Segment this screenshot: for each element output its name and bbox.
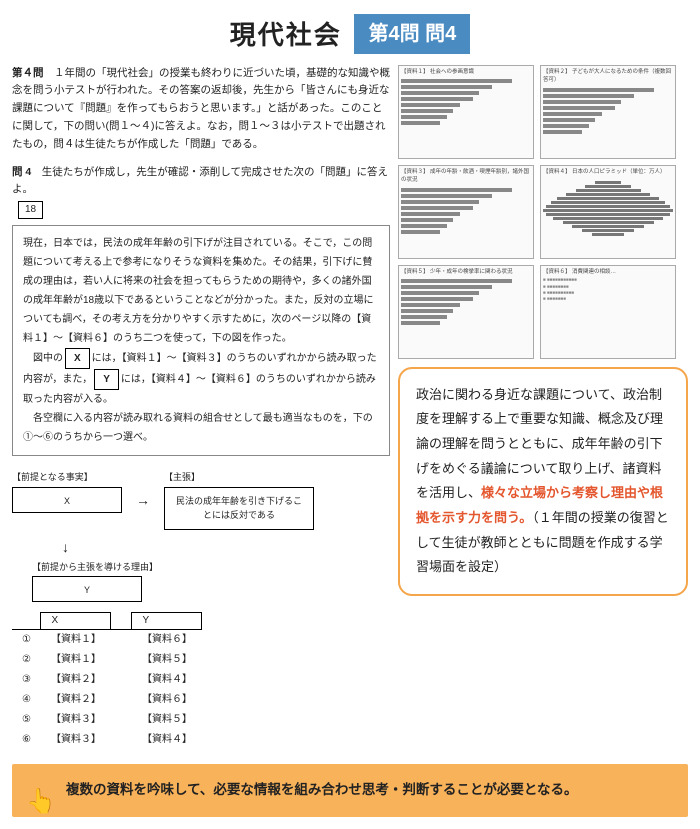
resource-thumbnails: 【資料１】 社会への参画意識【資料２】 子どもが大人になるための条件（複数回答可… [398,65,688,359]
essay-p2: 図中のXには，【資料１】～【資料３】のうちのいずれかから読み取った内容が，また，… [23,348,379,409]
explanation-callout: 政治に関わる身近な課題について、政治制度を理解する上で重要な知識、概念及び理論の… [398,367,688,597]
resource-thumb: 【資料６】 消費関連の相談…■ ■■■■■■■■■■■■ ■■■■■■■■■ ■… [540,265,676,359]
page-header: 現代社会 第4問 問4 [0,0,700,65]
essay-p1: 現在，日本では，民法の成年年齢の引下げが注目されている。そこで，この問題について… [23,234,379,348]
answer-box-number: 18 [18,201,43,219]
resource-thumb: 【資料２】 子どもが大人になるための条件（複数回答可） [540,65,676,159]
box-y: Y [32,576,142,602]
right-column: 【資料１】 社会への参画意識【資料２】 子どもが大人になるための条件（複数回答可… [398,65,688,751]
logic-diagram: 【前提となる事実】 X → 【主張】 民法の成年年齢を引き下げることには反対であ… [12,470,390,602]
choice-row: ⑤【資料３】【資料５】 [12,710,202,730]
resource-thumb: 【資料５】 少年・成年の検挙率に関わる状況 [398,265,534,359]
claim-box: 民法の成年年齢を引き下げることには反対である [164,487,314,530]
choices-table: XY ①【資料１】【資料６】②【資料１】【資料５】③【資料２】【資料４】④【資料… [12,612,390,750]
reason-label: 【前提から主張を導ける理由】 [32,560,390,574]
question-badge: 第4問 問4 [354,14,470,54]
resource-thumb: 【資料４】 日本の人口ピラミッド（単位：万人） [540,165,676,259]
resource-thumb: 【資料３】 成年の年齢・飲酒・喫煙年齢別，諸外国の状況 [398,165,534,259]
choice-row: ③【資料２】【資料４】 [12,670,202,690]
resource-thumb: 【資料１】 社会への参画意識 [398,65,534,159]
choice-row: ⑥【資料３】【資料４】 [12,730,202,750]
summary-callout: 👆 複数の資料を吟味して、必要な情報を組み合わせ思考・判断することが必要となる。 [12,764,688,816]
sub-question: 問 4 生徒たちが作成し，先生が確認・添削して完成させた次の「問題」に答えよ。 [12,164,390,198]
arrow-down-icon: ↓ [62,536,390,558]
question-intro: 第４問 １年間の「現代社会」の授業も終わりに近づいた頃，基礎的な知識や概念を問う… [12,65,390,154]
left-column: 第４問 １年間の「現代社会」の授業も終わりに近づいた頃，基礎的な知識や概念を問う… [12,65,390,751]
pointer-icon: 👆 [26,780,56,823]
box-x: X [12,487,122,513]
premise-label: 【前提となる事実】 [12,470,122,484]
choice-row: ④【資料２】【資料６】 [12,690,202,710]
choice-row: ①【資料１】【資料６】 [12,630,202,651]
subject-title: 現代社会 [230,15,342,57]
essay-p3: 各空欄に入る内容が読み取れる資料の組合せとして最も適当なものを，下の①～⑥のうち… [23,409,379,447]
arrow-right-icon: → [136,489,150,511]
choice-row: ②【資料１】【資料５】 [12,650,202,670]
essay-box: 現在，日本では，民法の成年年齢の引下げが注目されている。そこで，この問題について… [12,225,390,456]
claim-label: 【主張】 [164,470,314,484]
